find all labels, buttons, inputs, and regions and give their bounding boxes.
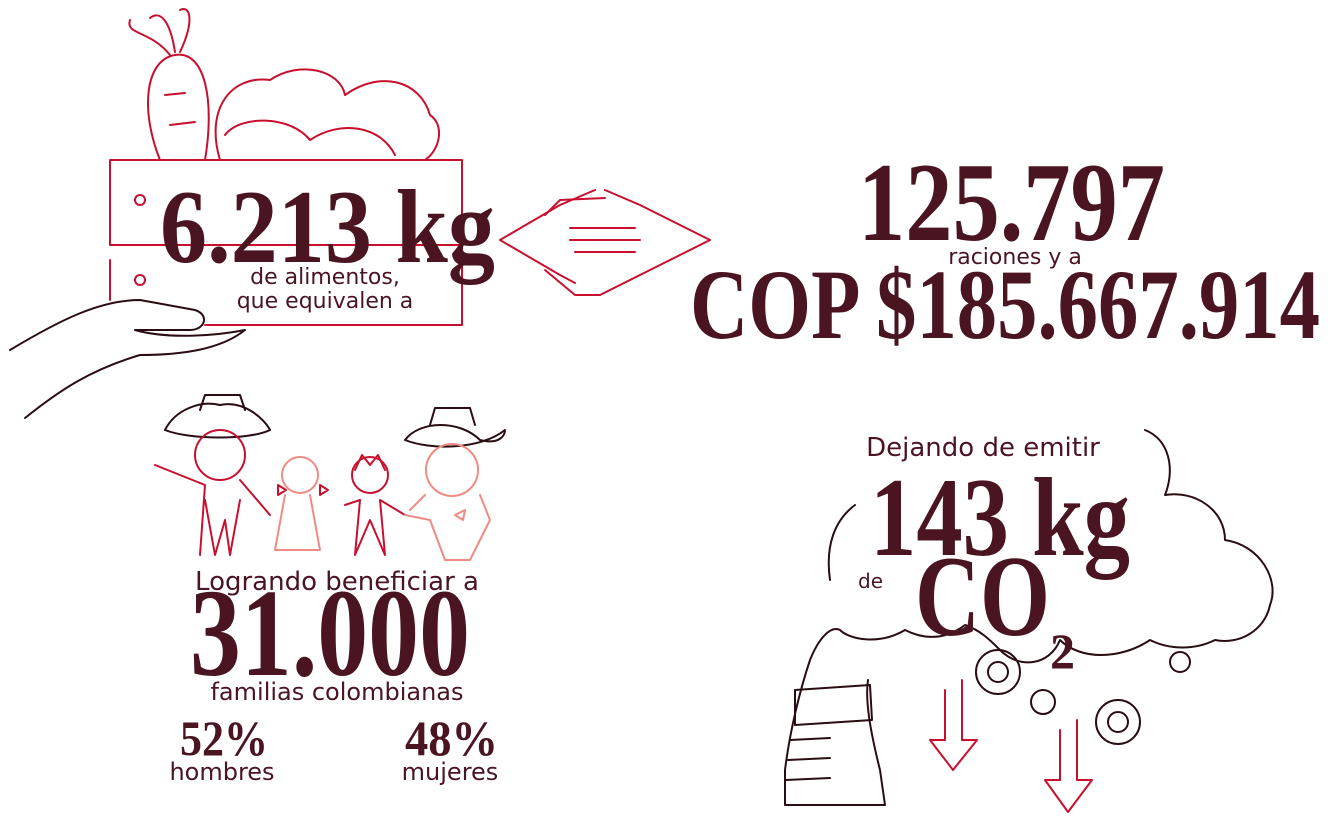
family-icon <box>155 395 505 560</box>
equivalence-icon <box>500 190 710 295</box>
gas-name: CO <box>915 533 1050 660</box>
women-label: mujeres <box>402 758 499 786</box>
emissions-of: de <box>858 569 883 593</box>
food-desc: que equivalen a <box>237 289 414 314</box>
money-value: COP $185.667.914 <box>690 249 1320 360</box>
infographic: 6.213 kg de alimentos, que equivalen a 1… <box>0 0 1340 823</box>
men-label: hombres <box>169 758 274 786</box>
food-desc: de alimentos, <box>250 265 400 290</box>
families-desc: familias colombianas <box>210 678 463 706</box>
gas-subscript: 2 <box>1050 623 1075 679</box>
